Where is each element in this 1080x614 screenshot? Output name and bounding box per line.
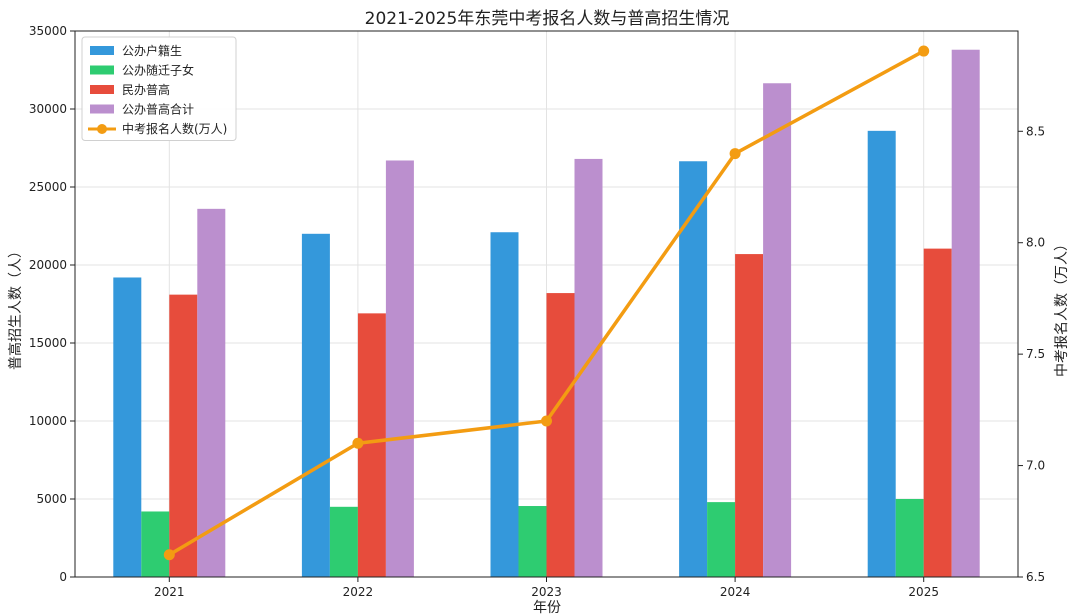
bar-2-2024 [735, 254, 764, 577]
x-tick-label-2025: 2025 [908, 585, 939, 599]
x-axis-label: 年份 [533, 600, 561, 614]
y-axis-label: 普高招生人数（人） [7, 244, 24, 370]
line-point-2024 [729, 148, 741, 160]
bar-0-2021 [113, 277, 142, 577]
bar-3-2023 [574, 158, 603, 578]
y-tick-label-4: 20000 [29, 258, 67, 272]
bar-2-2025 [923, 248, 952, 577]
y-tick-label-1: 5000 [36, 492, 67, 506]
y2-tick-label-4: 8.5 [1026, 124, 1045, 138]
bar-0-2025 [867, 130, 896, 577]
bar-0-2023 [490, 232, 519, 578]
bar-1-2022 [329, 506, 358, 577]
line-point-2021 [163, 549, 175, 561]
bar-3-2021 [197, 208, 226, 577]
line-point-2023 [541, 415, 552, 427]
y-tick-label-0: 0 [59, 570, 67, 584]
y2-tick-label-3: 8.0 [1026, 236, 1045, 250]
x-tick-label-2023: 2023 [531, 585, 562, 599]
y-tick-label-6: 30000 [29, 102, 67, 116]
bar-1-2024 [707, 502, 736, 577]
bar-2-2021 [169, 294, 198, 577]
bar-1-2021 [141, 511, 170, 577]
bar-1-2025 [895, 499, 924, 577]
legend-label-1: 公办随迁子女 [122, 63, 194, 78]
bar-3-2022 [385, 160, 414, 578]
x-tick-label-2022: 2022 [343, 585, 374, 599]
y2-tick-label-2: 7.5 [1026, 347, 1045, 361]
legend-swatch-0 [90, 46, 114, 55]
bar-3-2024 [763, 83, 792, 577]
y-tick-label-3: 15000 [29, 336, 67, 350]
legend-box [81, 36, 237, 141]
legend-swatch-3 [90, 104, 114, 114]
y-tick-label-7: 35000 [29, 24, 67, 38]
bar-0-2022 [301, 233, 330, 578]
legend-swatch-marker-4 [97, 124, 107, 134]
bar-3-2025 [951, 49, 980, 578]
x-tick-label-2021: 2021 [154, 585, 185, 599]
legend-swatch-2 [90, 85, 114, 94]
legend-label-2: 民办普高 [122, 82, 170, 97]
y-tick-label-5: 25000 [29, 180, 67, 194]
y2-axis-label: 中考报名人数（万人） [1054, 237, 1070, 377]
bar-1-2023 [518, 506, 547, 577]
bar-0-2024 [679, 161, 708, 577]
y2-tick-label-0: 6.5 [1026, 570, 1045, 584]
y2-tick-label-1: 7.0 [1026, 459, 1045, 473]
y-tick-label-2: 10000 [29, 414, 67, 428]
line-point-2025 [918, 45, 930, 57]
legend-label-0: 公办户籍生 [122, 43, 182, 58]
legend-label-3: 公办普高合计 [122, 102, 194, 117]
chart-title: 2021-2025年东莞中考报名人数与普高招生情况 [365, 9, 730, 29]
legend-label-4: 中考报名人数(万人) [122, 121, 227, 136]
bar-2-2023 [546, 293, 575, 577]
line-point-2022 [352, 437, 364, 449]
legend-swatch-1 [90, 65, 114, 75]
x-tick-label-2024: 2024 [720, 585, 751, 599]
